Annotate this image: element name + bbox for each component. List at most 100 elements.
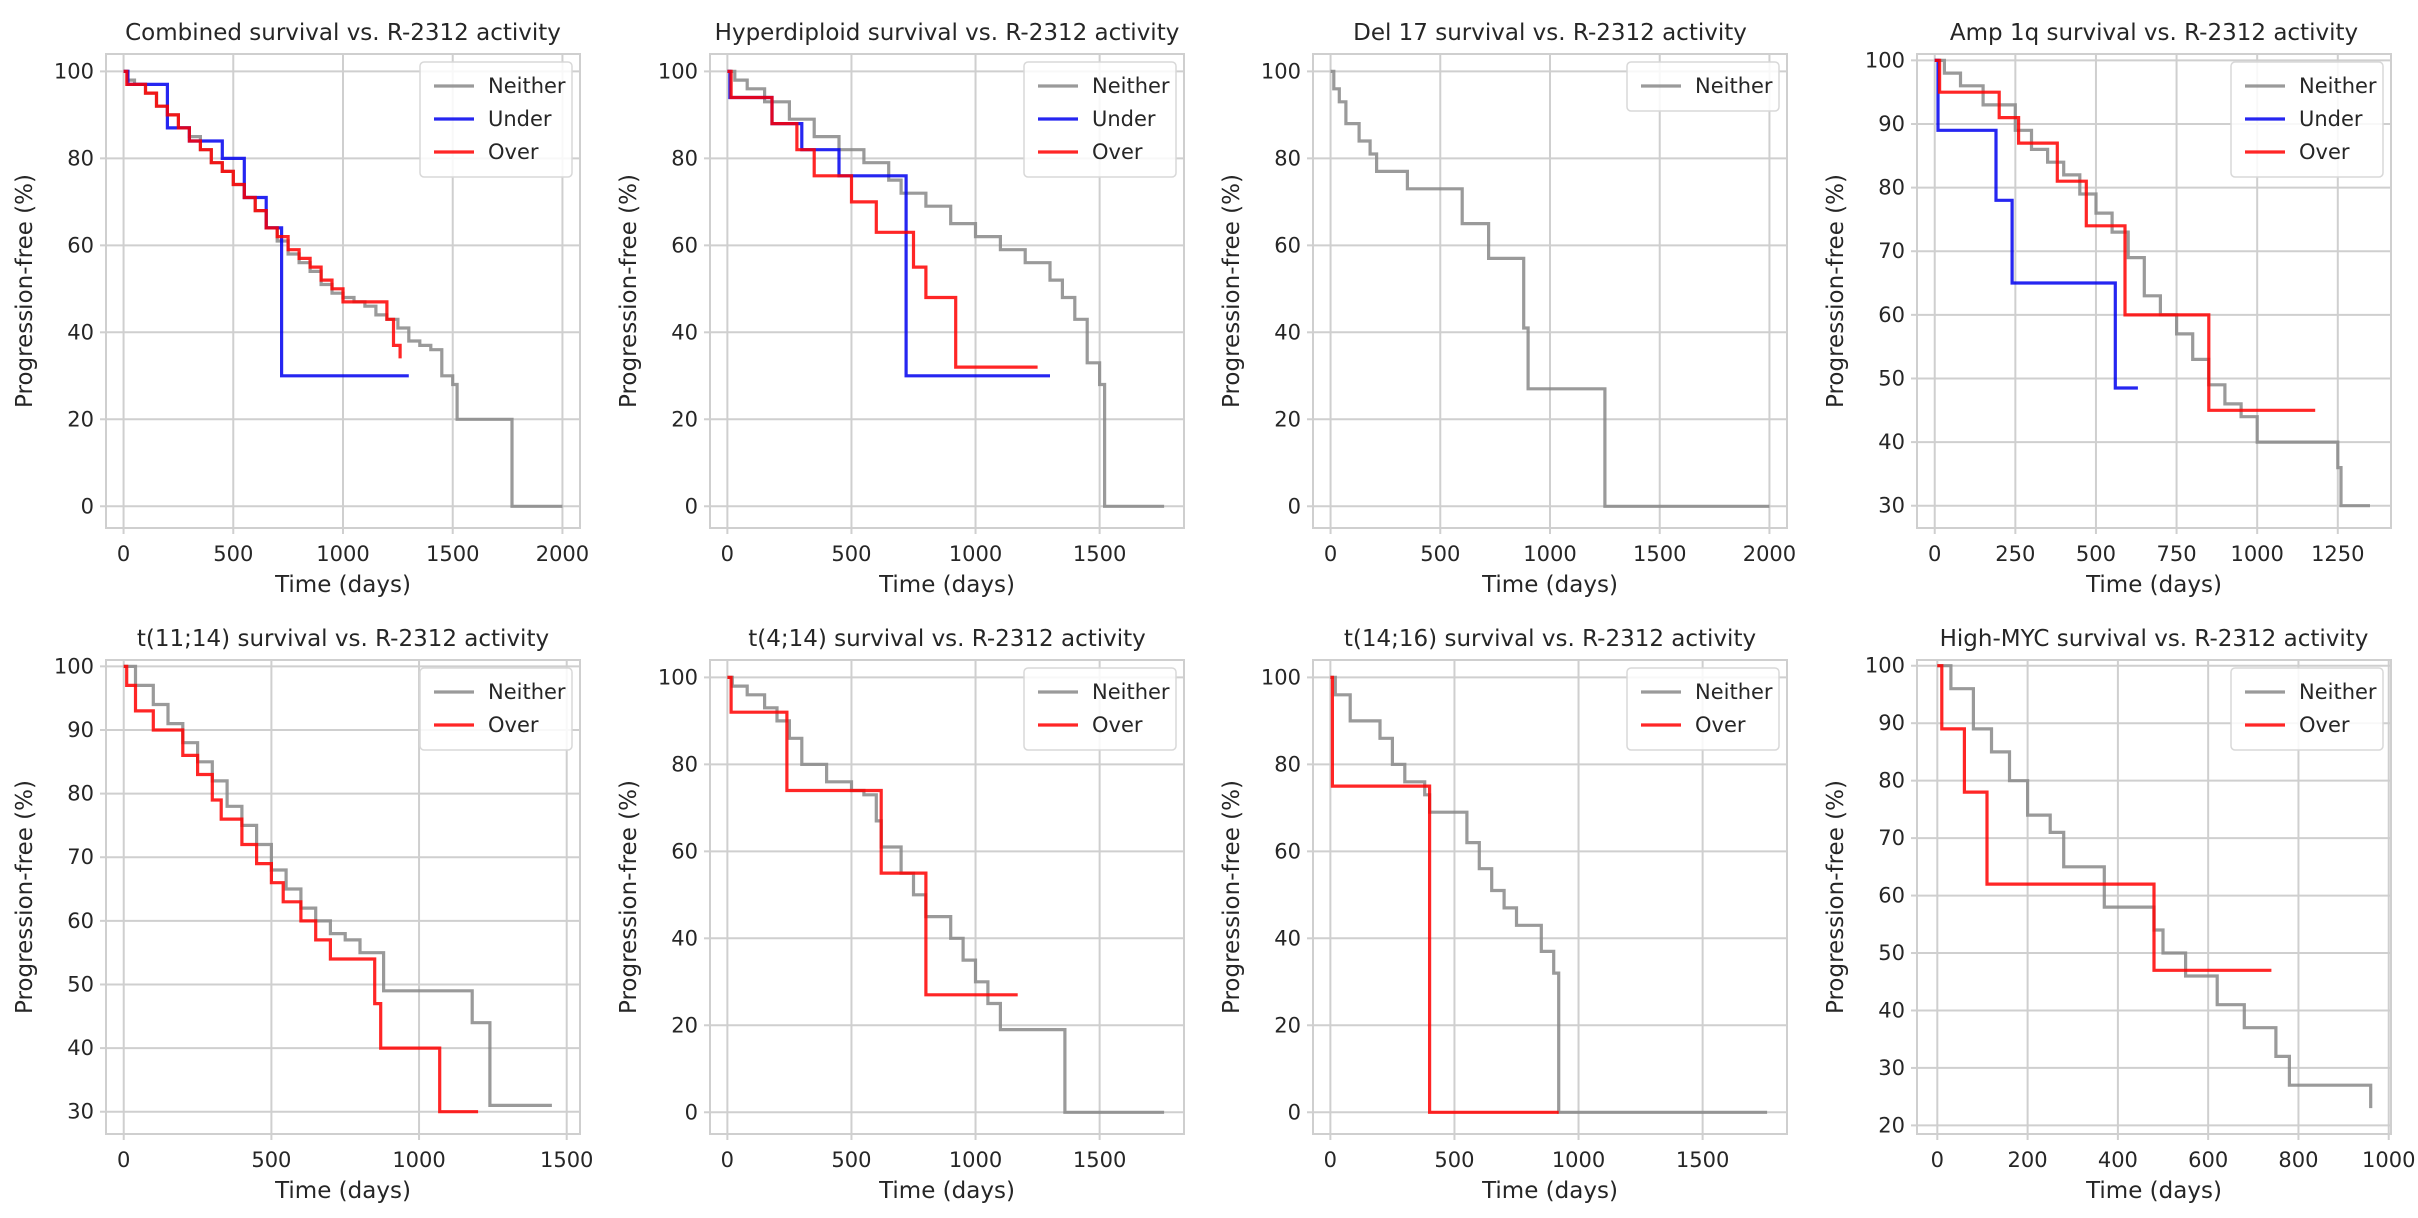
legend-label-neither: Neither — [2299, 74, 2377, 98]
y-tick-label: 90 — [67, 718, 94, 742]
y-tick-label: 40 — [1274, 926, 1301, 950]
y-axis-label: Progression-free (%) — [616, 174, 642, 408]
y-tick-label: 20 — [671, 1013, 698, 1037]
x-tick-label: 500 — [831, 542, 871, 566]
x-tick-label: 2000 — [1743, 542, 1796, 566]
legend: Neither — [1626, 61, 1780, 112]
panel-title: High-MYC survival vs. R-2312 activity — [1940, 626, 2369, 652]
survival-curve-over — [727, 69, 1038, 369]
x-tick-label: 0 — [721, 1148, 734, 1172]
legend-label-neither: Neither — [1695, 680, 1773, 704]
y-tick-label: 80 — [67, 782, 94, 806]
x-tick-label: 1500 — [1073, 542, 1126, 566]
y-axis-label: Progression-free (%) — [1219, 780, 1245, 1014]
y-tick-label: 30 — [67, 1100, 94, 1124]
legend-box — [419, 61, 573, 178]
legend-box — [2230, 61, 2384, 178]
y-tick-label: 0 — [1288, 1100, 1301, 1124]
y-tick-label: 20 — [1878, 1113, 1905, 1137]
y-tick-label: 80 — [1878, 176, 1905, 200]
y-tick-label: 80 — [1274, 146, 1301, 170]
y-tick-label: 80 — [671, 146, 698, 170]
legend-label-under: Under — [2299, 107, 2363, 131]
y-tick-label: 80 — [1274, 752, 1301, 776]
legend-label-neither: Neither — [2299, 680, 2377, 704]
panel-title: Combined survival vs. R-2312 activity — [125, 20, 561, 46]
x-tick-label: 800 — [2278, 1148, 2318, 1172]
x-tick-label: 750 — [2157, 542, 2197, 566]
x-tick-label: 1500 — [540, 1148, 593, 1172]
gridlines — [106, 660, 580, 1134]
y-tick-label: 20 — [671, 407, 698, 431]
x-axis-label: Time (days) — [2085, 1178, 2222, 1204]
legend: Neither Under Over — [1023, 61, 1177, 178]
y-tick-label: 60 — [1274, 839, 1301, 863]
y-tick-label: 100 — [1865, 48, 1905, 72]
y-axis-label: Progression-free (%) — [1823, 174, 1849, 408]
x-tick-label: 0 — [1928, 542, 1941, 566]
x-tick-label: 600 — [2188, 1148, 2228, 1172]
legend-label-neither: Neither — [488, 74, 566, 98]
y-axis-label: Progression-free (%) — [12, 780, 38, 1014]
legend-label-over: Over — [2299, 713, 2350, 737]
y-tick-label: 0 — [1288, 494, 1301, 518]
y-tick-label: 40 — [671, 926, 698, 950]
y-axis-label: Progression-free (%) — [1823, 780, 1849, 1014]
y-tick-label: 60 — [1878, 884, 1905, 908]
y-tick-label: 40 — [1878, 998, 1905, 1022]
x-axis-label: Time (days) — [878, 572, 1015, 598]
x-tick-label: 1000 — [392, 1148, 445, 1172]
x-tick-label: 0 — [117, 1148, 130, 1172]
y-tick-label: 70 — [1878, 239, 1905, 263]
legend-box — [1023, 61, 1177, 178]
x-axis-label: Time (days) — [274, 572, 411, 598]
legend-label-neither: Neither — [1092, 74, 1170, 98]
x-tick-label: 1500 — [1073, 1148, 1126, 1172]
x-tick-label: 0 — [1324, 542, 1337, 566]
x-tick-label: 0 — [1324, 1148, 1337, 1172]
y-tick-label: 80 — [671, 752, 698, 776]
plot-frame — [1916, 53, 2392, 529]
plot-frame — [709, 659, 1185, 1135]
y-tick-label: 70 — [67, 845, 94, 869]
legend-label-over: Over — [2299, 140, 2350, 164]
y-tick-label: 100 — [54, 59, 94, 83]
legend: Neither Over — [2230, 667, 2384, 751]
panel-title: t(14;16) survival vs. R-2312 activity — [1344, 626, 1756, 652]
x-tick-label: 1000 — [2230, 542, 2283, 566]
panel-combined: Combined survival vs. R-2312 activity Ti… — [12, 20, 589, 598]
y-tick-label: 50 — [67, 972, 94, 996]
y-tick-label: 0 — [685, 1100, 698, 1124]
x-tick-label: 500 — [1434, 1148, 1474, 1172]
y-tick-label: 20 — [67, 407, 94, 431]
survival-curve-under — [727, 69, 1050, 378]
legend-label-neither: Neither — [488, 680, 566, 704]
y-tick-label: 50 — [1878, 366, 1905, 390]
legend-box — [1626, 61, 1780, 112]
y-tick-label: 40 — [1274, 320, 1301, 344]
panel-hyperdiploid: Hyperdiploid survival vs. R-2312 activit… — [616, 20, 1185, 598]
survival-curve-neither — [1330, 675, 1768, 1114]
survival-curve-over — [123, 664, 479, 1114]
x-tick-label: 500 — [2076, 542, 2116, 566]
y-tick-label: 60 — [1878, 303, 1905, 327]
x-tick-label: 1000 — [949, 542, 1002, 566]
y-tick-label: 60 — [1274, 233, 1301, 257]
y-tick-label: 100 — [54, 654, 94, 678]
legend-label-over: Over — [488, 140, 539, 164]
panel-del17: Del 17 survival vs. R-2312 activity Time… — [1219, 20, 1796, 598]
panel-title: Hyperdiploid survival vs. R-2312 activit… — [715, 20, 1180, 46]
x-axis-label: Time (days) — [274, 1178, 411, 1204]
panel-t11-14: t(11;14) survival vs. R-2312 activity Ti… — [12, 626, 593, 1204]
legend-label-neither: Neither — [1695, 74, 1773, 98]
panel-high-myc: High-MYC survival vs. R-2312 activity Ti… — [1823, 626, 2415, 1204]
x-axis-label: Time (days) — [2085, 572, 2222, 598]
legend-label-over: Over — [1092, 140, 1143, 164]
y-tick-label: 40 — [67, 1036, 94, 1060]
survival-curve-over — [123, 69, 402, 359]
y-tick-label: 60 — [67, 909, 94, 933]
legend: Neither Under Over — [2230, 61, 2384, 178]
plot-frame — [105, 659, 581, 1135]
y-tick-label: 20 — [1274, 1013, 1301, 1037]
